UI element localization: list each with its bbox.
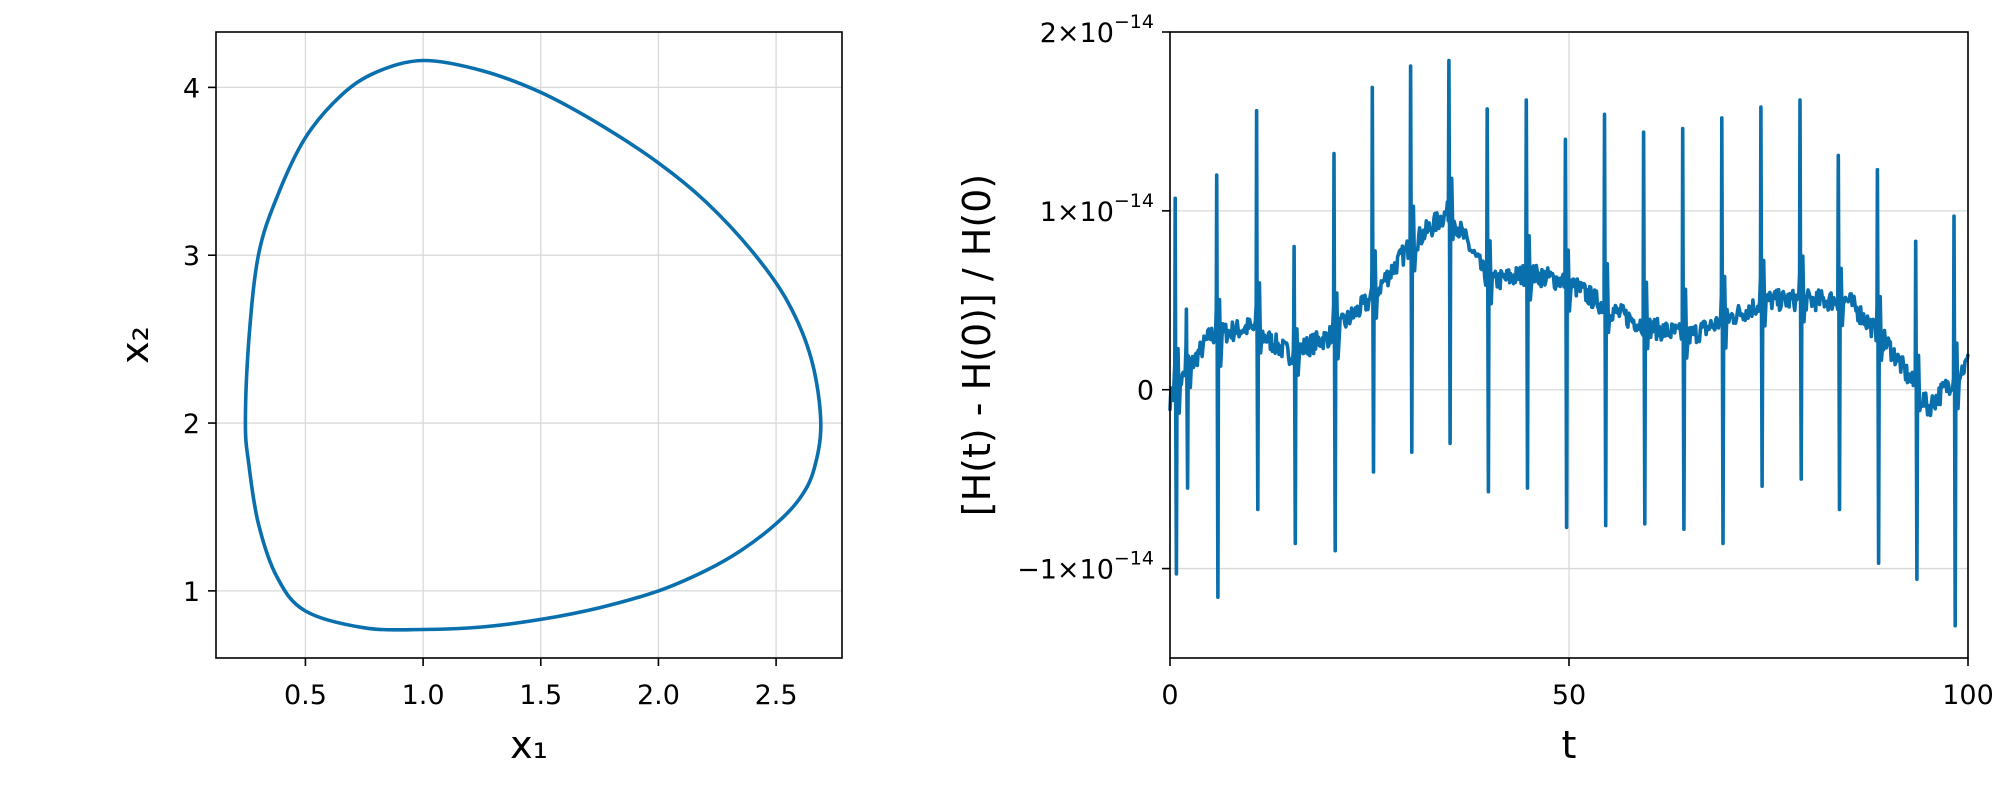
x-tick-label: 0.5 — [284, 680, 327, 711]
x-tick-label: 0 — [1161, 680, 1178, 711]
y-tick-label: 3 — [183, 241, 200, 272]
y-tick-exponent: −14 — [1114, 190, 1154, 212]
phase-portrait-ticks: 0.5 1.0 1.5 2.0 2.5 1 2 3 4 — [183, 73, 798, 711]
phase-portrait-xlabel: x₁ — [510, 723, 548, 767]
y-tick-exponent: −14 — [1114, 548, 1154, 570]
y-tick-exponent: −14 — [1114, 11, 1154, 33]
energy-error-ylabel: [H(t) - H(0)] / H(0) — [955, 174, 999, 516]
energy-error-xlabel: t — [1562, 723, 1577, 767]
phase-portrait-plot: 0.5 1.0 1.5 2.0 2.5 1 2 3 4 x₁ x₂ — [113, 31, 843, 767]
x-tick-label: 1.5 — [519, 680, 562, 711]
y-tick-mantissa: 1×10 — [1040, 197, 1114, 228]
y-tick-label: 1 — [183, 577, 200, 608]
y-tick-label: 4 — [183, 73, 200, 104]
y-tick-label: −1×10−14 — [1017, 548, 1154, 586]
phase-portrait-grid — [216, 32, 842, 658]
x-tick-label: 2.0 — [637, 680, 680, 711]
phase-portrait-ylabel: x₂ — [113, 326, 157, 364]
energy-error-grid — [1169, 31, 1969, 658]
y-tick-mantissa: −1×10 — [1017, 555, 1114, 586]
phase-portrait-frame — [215, 31, 843, 659]
y-tick-label: 0 — [1137, 376, 1154, 407]
y-tick-mantissa: 0 — [1137, 376, 1154, 407]
x-tick-label: 100 — [1942, 680, 1994, 711]
x-tick-label: 1.0 — [402, 680, 445, 711]
phase-portrait-curve — [243, 58, 823, 632]
x-tick-label: 50 — [1552, 680, 1586, 711]
x-tick-label: 2.5 — [755, 680, 798, 711]
energy-error-curve — [1168, 58, 1970, 628]
y-tick-mantissa: 2×10 — [1040, 18, 1114, 49]
y-tick-label: 2×10−14 — [1040, 11, 1154, 49]
y-tick-label: 1×10−14 — [1040, 190, 1154, 228]
y-tick-label: 2 — [183, 409, 200, 440]
